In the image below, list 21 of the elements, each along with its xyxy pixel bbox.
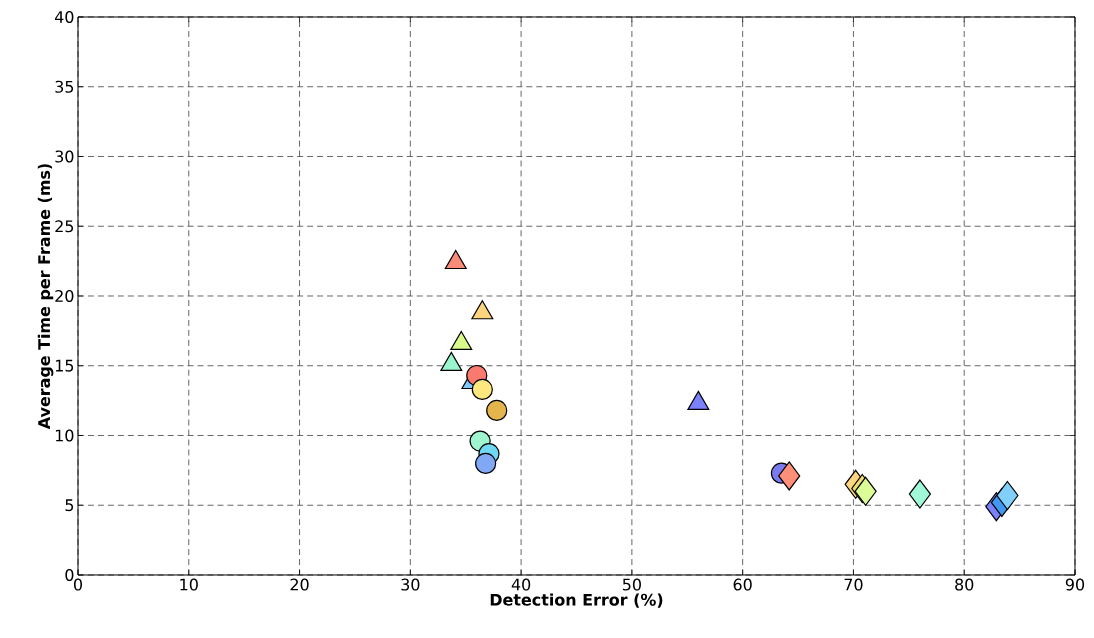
- y-tick-label: 30: [55, 150, 74, 163]
- y-tick-label: 0: [65, 568, 74, 582]
- x-tick-label: 90: [1065, 578, 1085, 591]
- y-tick-label: 40: [54, 10, 74, 24]
- x-tick-label: 70: [844, 578, 863, 591]
- x-tick-label: 40: [511, 578, 531, 591]
- y-tick-label: 15: [55, 359, 74, 372]
- y-tick-label: 5: [65, 499, 74, 512]
- x-tick-label: 50: [622, 578, 641, 591]
- x-tick-label: 60: [733, 578, 752, 591]
- x-tick-label: 10: [180, 578, 198, 591]
- x-tick-label: 0: [73, 578, 83, 591]
- x-axis-title: Detection Error (%): [490, 593, 663, 608]
- y-tick-label: 10: [55, 429, 74, 442]
- x-tick-label: 80: [955, 578, 974, 591]
- y-tick-label: 25: [55, 220, 74, 233]
- y-tick-label: 35: [55, 80, 74, 93]
- x-tick-label: 30: [401, 578, 420, 591]
- y-axis-title: Average Time per Frame (ms): [37, 164, 54, 430]
- x-tick-label: 20: [290, 578, 309, 591]
- y-tick-label: 20: [55, 289, 74, 303]
